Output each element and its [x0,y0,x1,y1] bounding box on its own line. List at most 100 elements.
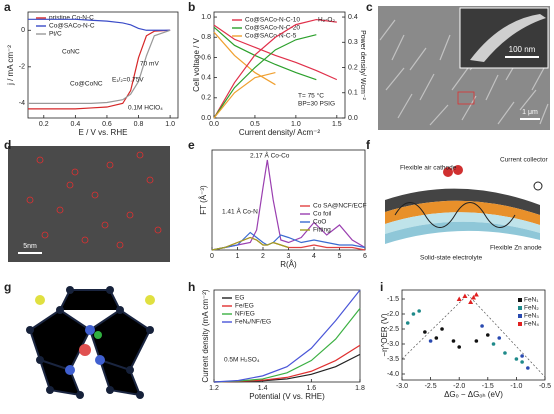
series-line [213,31,276,86]
legend-swatch [518,298,522,302]
scatter-point [486,333,490,337]
panel-label: c [366,0,373,14]
y-tick-label: -2.5 [387,326,399,333]
panel-label: e [188,138,195,152]
scatter-point [471,295,476,300]
legend-label: FeN₁ [524,297,539,304]
scatter-point [411,312,416,316]
y-tick-label: -4 [19,100,25,107]
y-axis-label: −η^OER (V) [380,313,389,356]
x-tick-label: -1.0 [510,383,522,390]
x-tick-label: 0.6 [102,121,112,128]
plot-frame [213,11,346,119]
panel-label: g [4,280,11,294]
annotation: Co@CoNC [70,81,103,88]
annotation: T= 75 °C [298,92,324,100]
legend-label: Co@SACo-N-C-5 [245,33,297,40]
series-line [213,71,276,119]
x-tick-label: 0.5 [250,121,260,128]
x-tick-label: 2 [261,253,265,260]
series-line [213,289,361,383]
plot-frame [27,11,179,119]
legend-label: Fe/EG [235,303,254,310]
schematic-label: Current collector [500,157,549,164]
x-tick-label: 0.8 [134,121,144,128]
series-line [28,29,171,110]
legend-label: pristine Co-N-C [49,15,94,22]
annotation: 2.17 Å Co-Co [250,151,290,160]
y-axis-label: Cell voltage / V [192,37,201,91]
series-line [28,29,171,104]
y-tick-label: 0.8 [201,34,211,41]
scatter-point [514,357,519,361]
scatter-point [468,299,474,304]
x-tick-label: 1.5 [332,121,342,128]
series-line [211,159,366,251]
x-tick-label: 1.8 [355,385,365,392]
scatter-point [520,360,524,364]
x-tick-label: 0 [210,253,214,260]
scatter-point [462,293,468,298]
volcano-guide [401,293,546,378]
legend-label: Fitting [313,227,331,234]
annotation: 70 mV [140,61,159,68]
scatter-point [456,296,462,301]
annotation: E₁/₂=0.75V [112,77,144,84]
scatter-point [451,339,456,343]
annotation: 1.41 Å Co-N [222,207,258,216]
legend-label: FeN₄ [524,321,539,328]
series-line [28,18,171,31]
panel-label: d [4,138,11,152]
x-tick-label: -2.0 [453,383,465,390]
x-tick-label: -2.5 [425,383,437,390]
legend-label: NF/EG [235,311,255,318]
plot-frame [213,289,361,383]
scatter-point [473,292,479,297]
series-line [213,18,337,119]
x-tick-label: 0.0 [209,121,219,128]
y-tick-label: -2 [19,64,25,71]
x-tick-label: -1.5 [482,383,494,390]
y-axis-label: j / mA cm⁻² [6,45,15,86]
x-tick-label: 4 [312,253,316,260]
series-line [213,34,317,119]
scatter-point [480,324,484,328]
annotation: H₂-O₂ [318,17,335,24]
scatter-point [440,327,444,331]
y-tick-label: -3.0 [387,341,399,348]
annotation: BP=30 PSIG [298,101,335,108]
legend-label: FeNₓ/NF/EG [235,319,271,326]
y-tick-label: -3.5 [387,356,399,363]
sem-image: 100 nm 1 μm [378,6,550,130]
legend-label: Co@SACo-N-C-10 [245,17,300,24]
panel-label: a [4,0,11,14]
x-tick-label: 6 [363,253,367,260]
scale-bar: 1 μm [522,109,538,116]
x-tick-label: 1 [236,253,240,260]
x-tick-label: 1.0 [291,121,301,128]
y-tick-label: 0.2 [201,95,211,102]
y-tick-label: 0 [21,27,25,34]
scale-bar: 100 nm [509,45,536,54]
scatter-point [428,339,433,343]
y2-tick-label: 0.2 [348,64,358,71]
scatter-point [503,351,507,355]
scatter-point [405,321,410,325]
legend-label: EG [235,295,244,302]
y-tick-label: -1.5 [387,296,399,303]
scatter-point [497,336,502,340]
schematic-label: Solid-state electrolyte [420,255,483,262]
x-tick-label: 1.6 [306,385,316,392]
schematic-label: Flexible air cathode [400,165,457,172]
series-line [213,26,317,81]
x-axis-label: E / V vs. RHE [79,128,128,137]
y-tick-label: 0.6 [201,54,211,61]
scatter-point [417,309,421,313]
panel-label: h [188,280,195,294]
y2-tick-label: 0.0 [348,115,358,122]
y-tick-label: -2.0 [387,311,399,318]
y2-axis-label: Power density/ Wcm⁻² [359,30,366,100]
x-tick-label: 3 [287,253,291,260]
y2-tick-label: 0.3 [348,39,358,46]
